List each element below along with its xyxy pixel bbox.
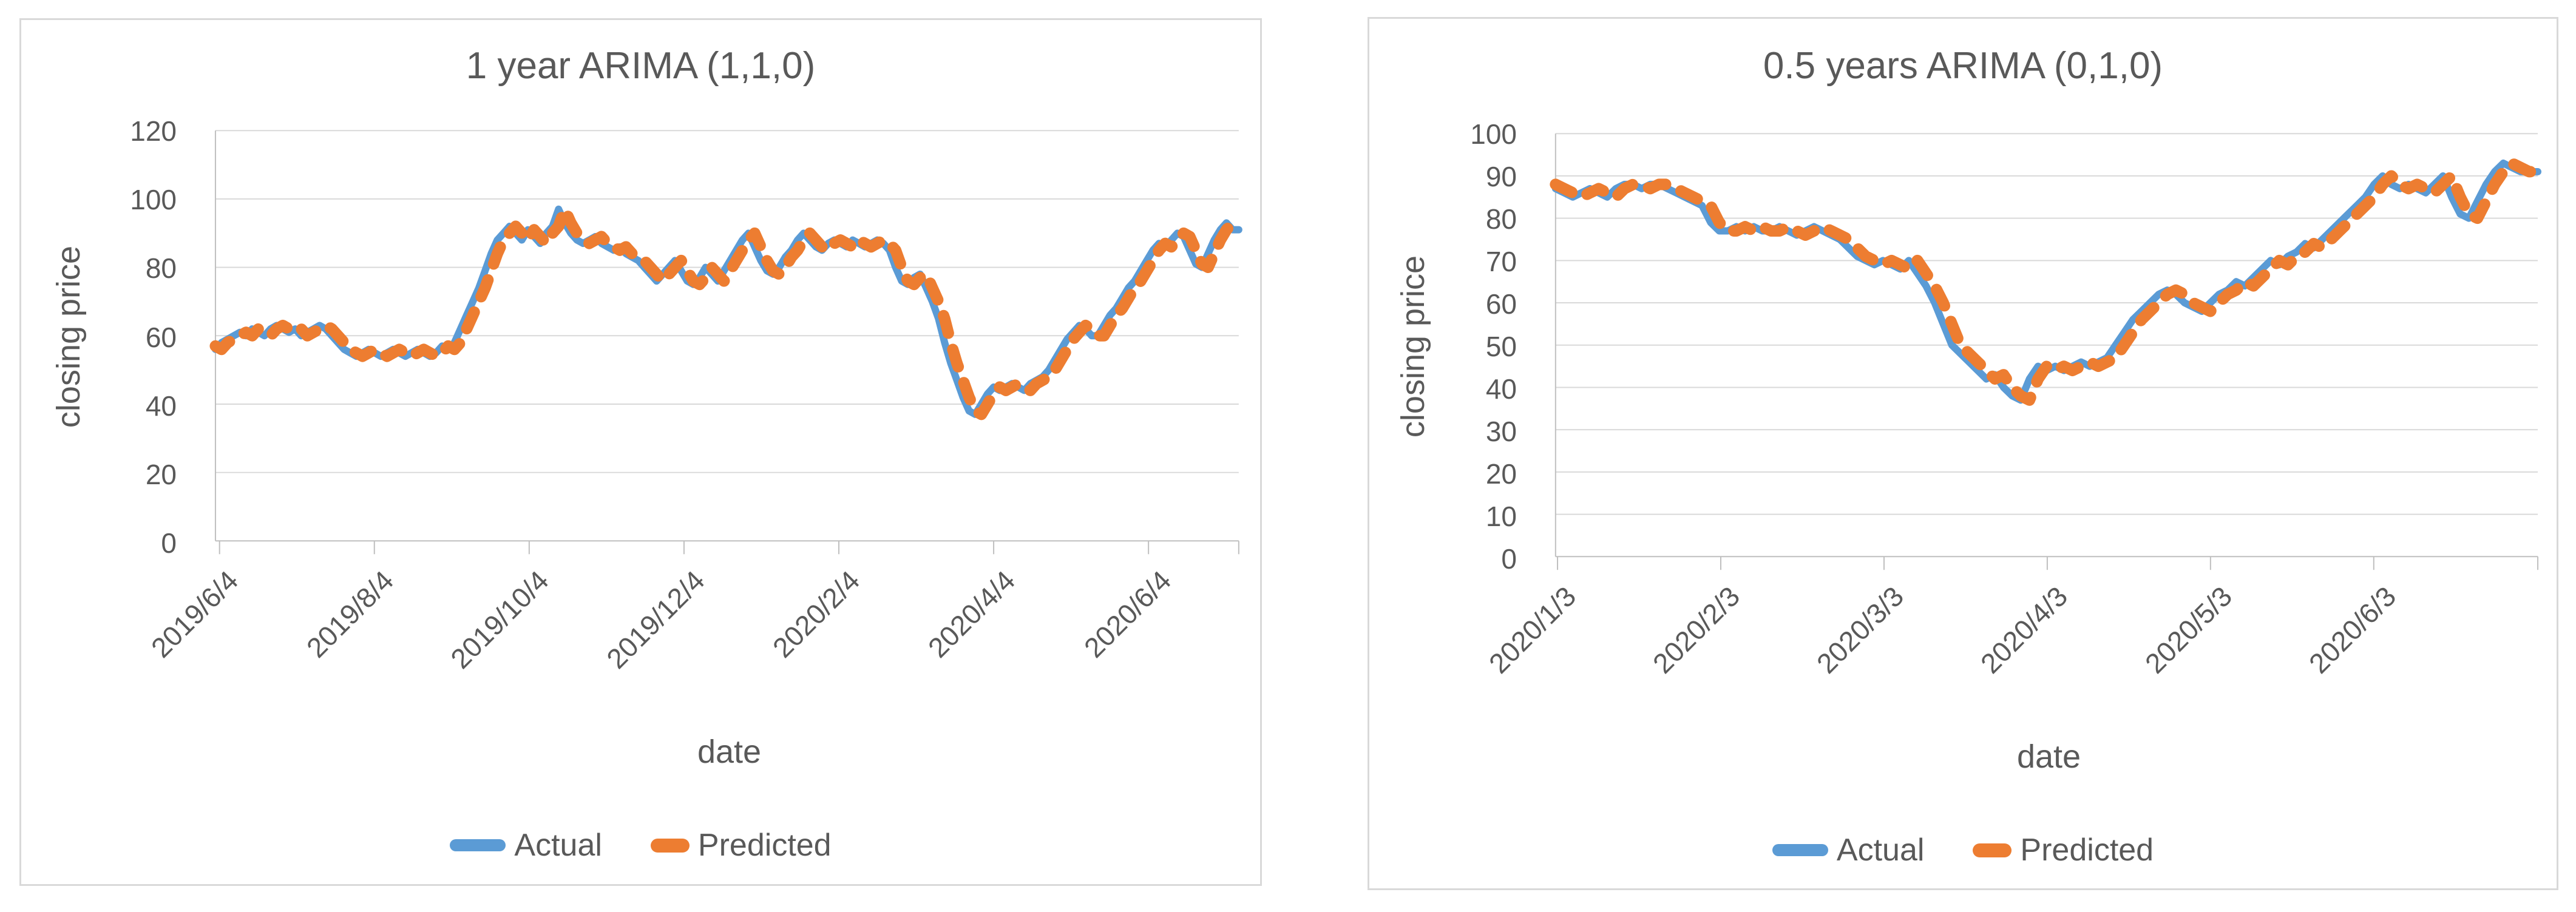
- y-tick-label: 0: [161, 527, 177, 559]
- y-tick-label: 100: [130, 184, 177, 216]
- y-tick-label: 40: [1485, 373, 1517, 405]
- series-actual-line: [211, 205, 1242, 418]
- plot-area-1-year: [209, 130, 1245, 555]
- legend-label-predicted: Predicted: [2020, 833, 2154, 868]
- y-tick-label: 40: [145, 390, 177, 422]
- y-tick-label: 20: [145, 458, 177, 490]
- y-tick-label: 80: [145, 252, 177, 285]
- y-tick-label: 30: [1485, 416, 1517, 447]
- plot-area-half-year: [1550, 133, 2544, 570]
- y-tick-label: 50: [1485, 331, 1517, 362]
- legend: Actual Predicted: [1369, 832, 2557, 868]
- chart-half-year-arima: 0.5 years ARIMA (0,1,0) closing price da…: [1368, 17, 2558, 890]
- actual-line-marker-icon: [450, 839, 506, 851]
- y-tick-label: 90: [1485, 161, 1517, 192]
- y-axis-title: closing price: [50, 245, 87, 428]
- chart-title: 0.5 years ARIMA (0,1,0): [1763, 45, 2163, 87]
- chart-1-year-arima: 1 year ARIMA (1,1,0) closing price date …: [19, 18, 1262, 886]
- x-axis-title: date: [697, 734, 762, 770]
- legend-item-predicted: Predicted: [1973, 832, 2154, 868]
- legend-item-actual: Actual: [1772, 832, 1925, 868]
- legend-label-predicted: Predicted: [697, 828, 832, 863]
- y-tick-label: 60: [1485, 288, 1517, 320]
- y-tick-label: 80: [1485, 203, 1517, 235]
- y-tick-label: 120: [130, 115, 177, 147]
- y-tick-label: 20: [1485, 458, 1517, 490]
- x-axis-title: date: [2016, 738, 2081, 775]
- legend-label-actual: Actual: [1836, 833, 1925, 868]
- legend-item-actual: Actual: [450, 827, 602, 863]
- chart-title: 1 year ARIMA (1,1,0): [466, 45, 816, 87]
- series-predicted-line: [1550, 157, 2544, 406]
- y-tick-label: 100: [1470, 118, 1517, 150]
- legend-item-predicted: Predicted: [650, 827, 832, 863]
- y-tick-label: 60: [145, 321, 177, 353]
- y-tick-label: 10: [1485, 501, 1517, 532]
- predicted-dash-marker-icon: [650, 838, 690, 853]
- y-tick-label: 70: [1485, 246, 1517, 277]
- legend: Actual Predicted: [21, 827, 1260, 863]
- y-axis-title: closing price: [1395, 255, 1431, 438]
- y-tick-label: 0: [1501, 543, 1517, 575]
- series-predicted-line: [209, 203, 1245, 421]
- predicted-dash-marker-icon: [1973, 843, 2012, 857]
- legend-label-actual: Actual: [514, 828, 602, 863]
- actual-line-marker-icon: [1772, 844, 1828, 856]
